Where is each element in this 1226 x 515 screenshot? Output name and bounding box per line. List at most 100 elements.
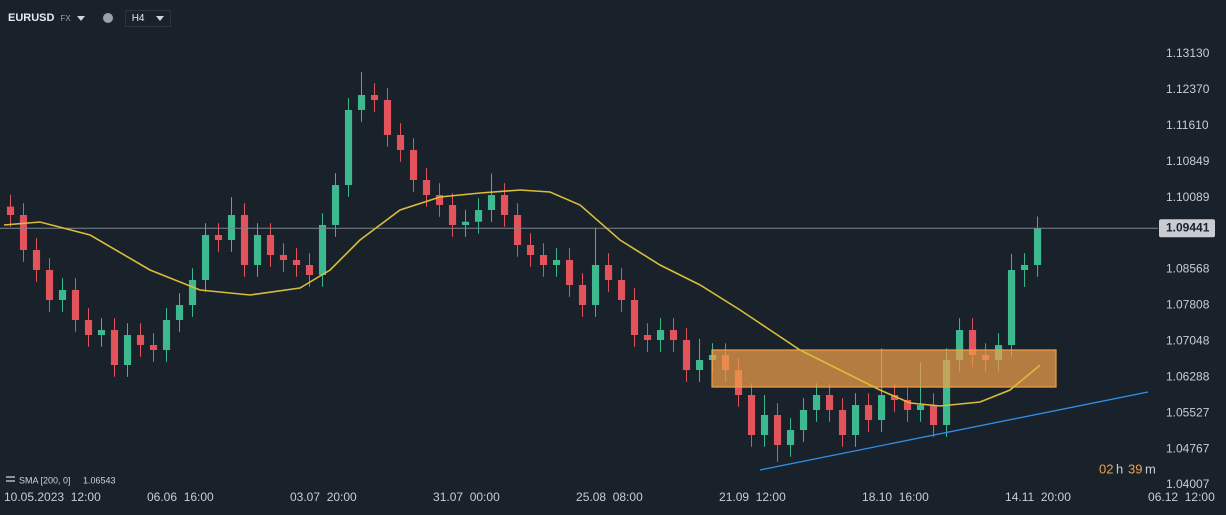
candle-body [617, 280, 626, 301]
countdown-minutes: 39 [1128, 461, 1142, 476]
candle-body [786, 430, 795, 445]
candle-body [32, 250, 41, 271]
candle-body [422, 180, 431, 196]
candle-body [357, 95, 366, 110]
candle-body [19, 215, 28, 251]
indicator-legend: SMA [200, 0] 1.06543 [6, 475, 116, 485]
candle-body [435, 195, 444, 205]
last-price-label: 1.09441 [1166, 220, 1210, 234]
y-tick-label: 1.07048 [1166, 334, 1210, 348]
candle-body [279, 255, 288, 260]
candle-body [1033, 228, 1042, 265]
candle-body [630, 300, 639, 336]
y-tick-label: 1.05527 [1166, 405, 1210, 419]
candle-body [955, 330, 964, 361]
candle-body [240, 215, 249, 265]
candle-body [6, 206, 15, 216]
last-price-box [1159, 219, 1215, 238]
candle-body [474, 210, 483, 222]
candle-body [565, 259, 574, 286]
timeframe-select[interactable]: H4 [124, 9, 172, 27]
candle-body [695, 360, 704, 371]
candle-body [305, 264, 314, 276]
candle-body [318, 225, 327, 276]
x-tick-label: 31.07 00:00 [433, 490, 500, 504]
y-tick-label: 1.12370 [1166, 82, 1210, 96]
candle-body [344, 109, 353, 186]
y-tick-label: 1.07808 [1166, 298, 1210, 312]
candle-body [175, 305, 184, 320]
x-tick-label: 06.06 16:00 [147, 490, 214, 504]
candle-body [188, 280, 197, 306]
candle-body [123, 335, 132, 366]
candle-body [500, 195, 509, 216]
y-tick-label: 1.04007 [1166, 477, 1210, 491]
candle-body [604, 264, 613, 281]
candle-body [890, 395, 899, 401]
candle-body [968, 330, 977, 355]
x-tick-label: 21.09 12:00 [719, 490, 786, 504]
countdown-hours-unit: h [1116, 461, 1123, 476]
info-icon[interactable] [102, 13, 113, 23]
candle-body [149, 345, 158, 350]
y-tick-label: 1.06288 [1166, 369, 1210, 383]
x-tick-label: 10.05.2023 12:00 [4, 490, 101, 504]
candle-body [448, 204, 457, 226]
candle-body [682, 340, 691, 371]
candle-body [656, 330, 665, 341]
plot-area [6, 71, 1042, 462]
countdown-hours: 02 [1099, 461, 1113, 476]
candle-body [643, 335, 652, 341]
y-tick-label: 1.13130 [1166, 46, 1210, 60]
candle-body [110, 330, 119, 366]
candle-body [227, 215, 236, 241]
price-zone [711, 349, 1057, 388]
sma-value: 1.06543 [83, 475, 116, 485]
x-tick-label: 18.10 16:00 [862, 490, 929, 504]
candle-body [864, 405, 873, 421]
y-tick-label: 1.10089 [1166, 190, 1210, 204]
candle-body [747, 395, 756, 436]
candle-body [513, 215, 522, 246]
candle-body [929, 405, 938, 426]
sma-label: SMA [200, 0] [19, 475, 71, 485]
candle-body [773, 414, 782, 445]
candle-body [903, 400, 912, 410]
candle-body [487, 195, 496, 211]
sma-line [3, 189, 1041, 407]
x-tick-label: 06.12 12:00 [1148, 490, 1215, 504]
candle-body [383, 100, 392, 135]
legend-icon [6, 476, 15, 478]
candle-body [396, 134, 405, 151]
candle-body [461, 221, 470, 226]
candle-body [539, 255, 548, 265]
candle-body [1007, 270, 1016, 346]
timeframe-caret [156, 15, 165, 21]
x-tick-label: 03.07 20:00 [290, 490, 357, 504]
y-tick-label: 1.11610 [1166, 118, 1209, 132]
y-tick-label: 1.10849 [1166, 154, 1210, 168]
candle-body [162, 319, 171, 350]
legend-icon [6, 480, 15, 482]
candle-body [58, 289, 67, 301]
symbol-dropdown[interactable] [76, 15, 85, 21]
chart-header: EURUSD FX H4 [8, 9, 172, 27]
trend-line [759, 391, 1149, 471]
timeframe: H4 [131, 12, 145, 24]
candle-body [877, 395, 886, 421]
candle-body [526, 245, 535, 256]
candle-body [45, 270, 54, 301]
candle-body [253, 234, 262, 265]
countdown-minutes-unit: m [1145, 461, 1156, 476]
candle-body [370, 95, 379, 101]
symbol[interactable]: EURUSD [8, 12, 55, 24]
candle-body [591, 264, 600, 306]
candle-body [201, 234, 210, 281]
candle-body [71, 289, 80, 320]
candle-body [942, 360, 951, 426]
candle-body [97, 330, 106, 336]
candle-body [578, 285, 587, 306]
x-tick-label: 25.08 08:00 [576, 490, 643, 504]
candle-body [266, 234, 275, 256]
